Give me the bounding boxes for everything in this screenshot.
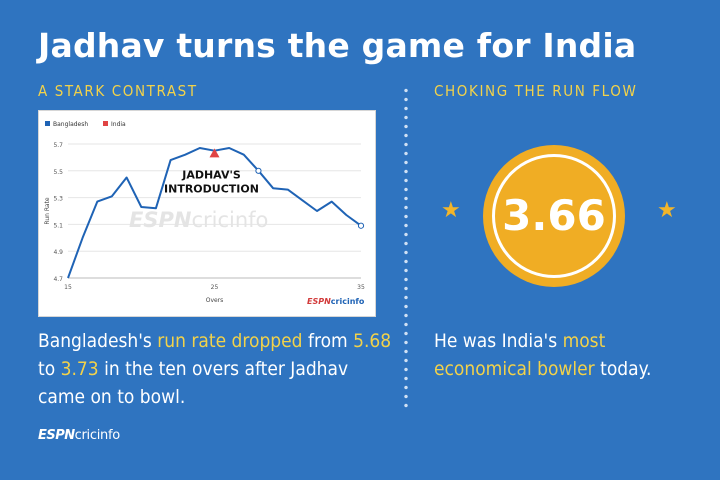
run-rate-chart-svg: 4.7 4.9 5.1 5.3 5.5 5.7 15 25 35 Overs Run Rate ESP… xyxy=(44,121,365,306)
espn-logo-text: ESPN xyxy=(38,428,75,443)
star-icon-left: ★ xyxy=(441,198,461,223)
y-tick-label: 4.9 xyxy=(53,249,63,256)
chart-watermark-text: ESPNcricinfo xyxy=(129,208,268,232)
left-text-part: in the ten overs after Jadhav came on to… xyxy=(38,358,349,408)
x-tick-label: 35 xyxy=(357,284,365,291)
india-wicket-marker xyxy=(209,148,220,158)
legend-swatch xyxy=(103,121,108,126)
highlight-marker xyxy=(357,222,365,229)
left-text-part: 3.73 xyxy=(60,358,99,380)
y-tick-label: 5.5 xyxy=(53,169,63,176)
annotation-line-1: JADHAV'S xyxy=(181,168,241,181)
cricinfo-logo-text: cricinfo xyxy=(74,428,121,443)
right-text-part: today. xyxy=(594,358,652,380)
y-axis-label: Run Rate xyxy=(44,197,51,224)
stat-ring xyxy=(492,154,616,278)
dotted-divider xyxy=(404,86,408,412)
x-tick-label: 25 xyxy=(211,284,219,291)
section-label-right: CHOKING THE RUN FLOW xyxy=(434,82,638,100)
stat-value: 3.66 xyxy=(502,191,606,240)
chart-logo-text: ESPNcricinfo xyxy=(307,297,365,306)
run-rate-chart: 4.7 4.9 5.1 5.3 5.5 5.7 15 25 35 Overs Run Rate ESP… xyxy=(38,110,376,317)
legend-label: Bangladesh xyxy=(53,121,88,128)
legend-swatch xyxy=(45,121,50,126)
left-text-part: to xyxy=(38,358,61,380)
annotation-line-2: INTRODUCTION xyxy=(164,182,259,195)
y-tick-label: 5.3 xyxy=(53,196,63,203)
left-text-part: run rate dropped xyxy=(157,330,303,352)
x-tick-label: 15 xyxy=(64,284,72,291)
left-description: Bangladesh's run rate dropped from 5.68 … xyxy=(38,327,398,411)
y-tick-label: 5.1 xyxy=(53,222,63,229)
highlight-marker xyxy=(255,167,262,174)
star-icon-right: ★ xyxy=(657,198,677,223)
right-description: He was India's most economical bowler to… xyxy=(434,327,704,383)
page-title: Jadhav turns the game for India xyxy=(38,26,637,65)
y-tick-label: 5.7 xyxy=(53,142,63,149)
left-text-part: from xyxy=(302,330,354,352)
right-text-part: most economical bowler xyxy=(434,330,606,380)
x-axis-label: Overs xyxy=(206,297,224,304)
espncricinfo-logo: ESPNcricinfo xyxy=(38,428,120,443)
section-label-left: A STARK CONTRAST xyxy=(38,82,198,100)
y-tick-label: 4.7 xyxy=(53,276,63,283)
right-text-part: He was India's xyxy=(434,330,563,352)
stat-circle: 3.66 xyxy=(483,145,625,287)
left-text-part: Bangladesh's xyxy=(38,330,158,352)
left-text-part: 5.68 xyxy=(353,330,392,352)
legend-label: India xyxy=(111,121,126,128)
